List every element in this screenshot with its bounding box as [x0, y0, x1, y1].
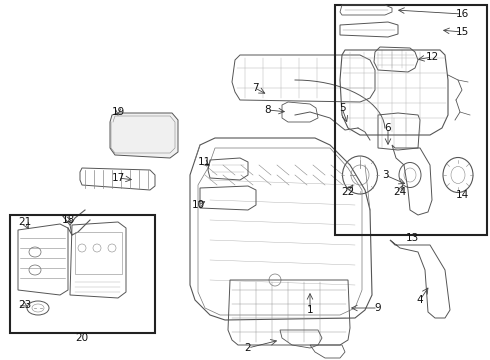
Text: 6: 6: [385, 123, 392, 133]
Text: 2: 2: [245, 343, 251, 353]
Text: 21: 21: [19, 217, 32, 227]
Text: 23: 23: [19, 300, 32, 310]
Polygon shape: [110, 113, 178, 158]
Text: 1: 1: [307, 305, 313, 315]
Text: 17: 17: [111, 173, 124, 183]
Text: 8: 8: [265, 105, 271, 115]
Text: 18: 18: [61, 215, 74, 225]
Text: 5: 5: [339, 103, 345, 113]
Text: 16: 16: [455, 9, 468, 19]
Bar: [75, 232, 122, 274]
Text: 3: 3: [382, 170, 388, 180]
Bar: [10, 215, 155, 333]
Text: 19: 19: [111, 107, 124, 117]
Text: 10: 10: [192, 200, 204, 210]
Text: 12: 12: [425, 52, 439, 62]
Bar: [335, 5, 487, 235]
Text: 13: 13: [405, 233, 418, 243]
Text: 7: 7: [252, 83, 258, 93]
Text: 14: 14: [455, 190, 468, 200]
Text: 24: 24: [393, 187, 407, 197]
Text: 9: 9: [375, 303, 381, 313]
Text: 20: 20: [75, 333, 89, 343]
Text: 22: 22: [342, 187, 355, 197]
Text: 15: 15: [455, 27, 468, 37]
Text: 11: 11: [197, 157, 211, 167]
Text: 4: 4: [416, 295, 423, 305]
